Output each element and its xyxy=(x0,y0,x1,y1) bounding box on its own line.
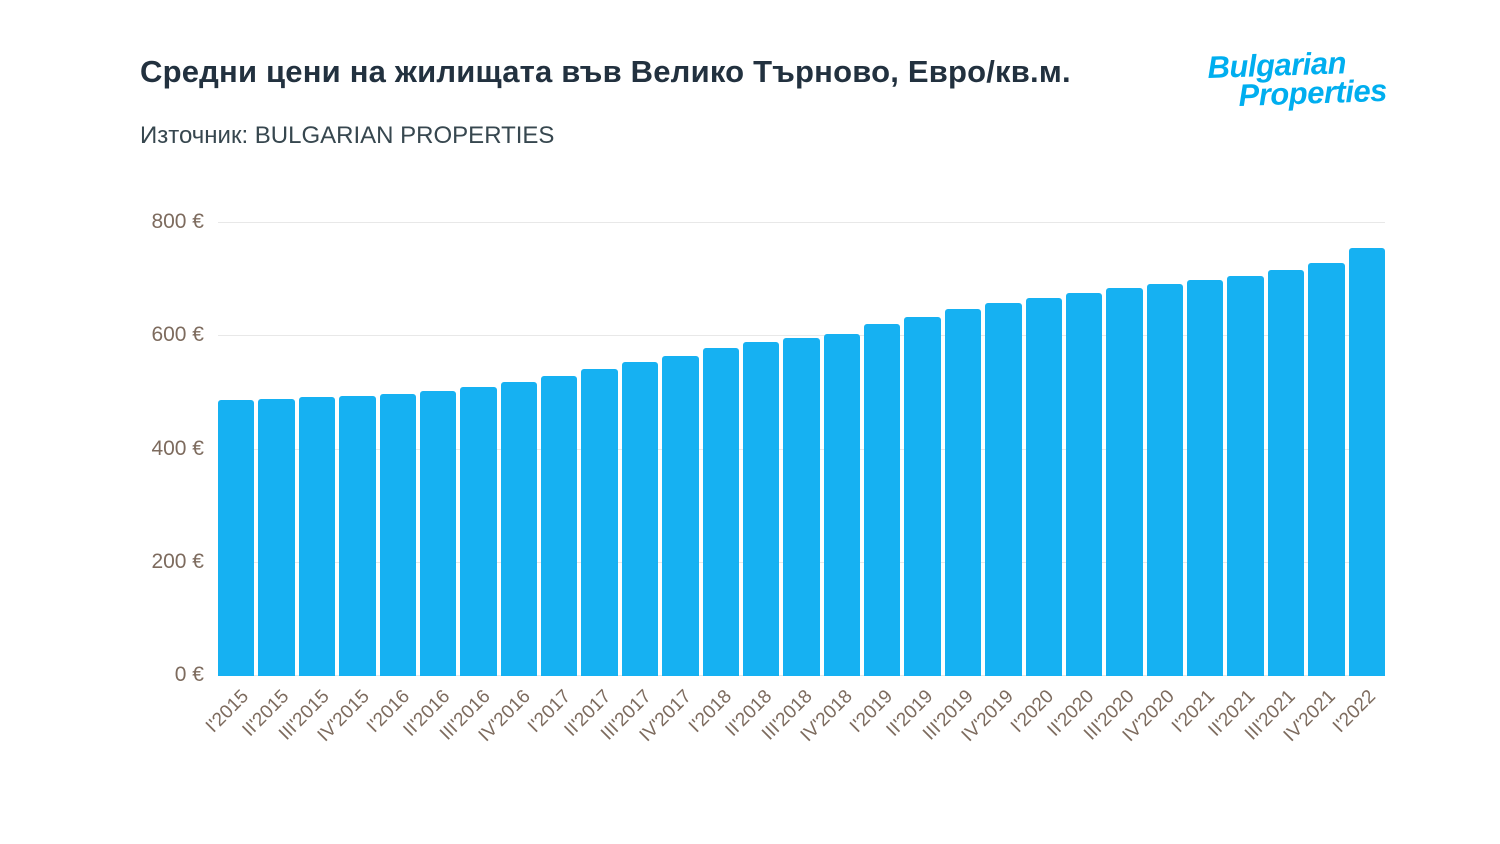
bulgarian-properties-logo: Bulgarian Properties xyxy=(1207,45,1439,113)
bar-IV'2019 xyxy=(985,303,1022,676)
bar-I'2017 xyxy=(541,375,578,676)
bar-IV'2021 xyxy=(1308,262,1345,676)
chart-source: Източник: BULGARIAN PROPERTIES xyxy=(140,122,555,149)
bar-I'2016 xyxy=(379,394,416,676)
y-axis-tick-label: 800 € xyxy=(151,210,204,233)
bar-III'2016 xyxy=(460,387,497,676)
bars-container xyxy=(218,223,1385,676)
logo-line-2: Properties xyxy=(1237,72,1388,113)
bar-I'2020 xyxy=(1025,297,1062,676)
bar-III'2017 xyxy=(621,362,659,676)
bar-II'2018 xyxy=(742,341,780,676)
bar-I'2021 xyxy=(1187,279,1224,676)
bar-II'2016 xyxy=(419,390,457,676)
bar-I'2015 xyxy=(218,400,255,676)
bar-I'2018 xyxy=(702,348,739,676)
y-axis-tick-label: 600 € xyxy=(151,323,204,347)
gridline xyxy=(218,222,1385,223)
bar-I'2022 xyxy=(1348,247,1385,676)
chart-title: Средни цени на жилищата във Велико Търно… xyxy=(140,54,1071,89)
bar-I'2019 xyxy=(864,323,901,676)
bar-III'2019 xyxy=(944,309,982,676)
bar-II'2015 xyxy=(258,398,295,676)
bar-IV'2018 xyxy=(823,334,860,676)
bar-IV'2017 xyxy=(662,355,699,676)
bar-III'2021 xyxy=(1267,270,1305,676)
x-axis-tick-label: I'2022 xyxy=(1328,686,1380,738)
bar-III'2018 xyxy=(783,337,820,676)
bar-IV'2020 xyxy=(1146,284,1183,676)
y-axis: 0 € 200 € 400 € 600 € 800 € xyxy=(0,210,204,686)
x-axis: I'2015 II'2015 III'2015 IV'2015 I'2016 II'201… xyxy=(202,684,1385,794)
bar-II'2021 xyxy=(1227,275,1264,676)
bar-IV'2015 xyxy=(339,396,376,676)
bar-III'2015 xyxy=(298,397,336,676)
bar-II'2019 xyxy=(904,317,941,676)
bar-II'2017 xyxy=(581,368,618,676)
y-axis-tick-label: 400 € xyxy=(151,436,204,460)
bar-IV'2016 xyxy=(500,382,537,676)
plot-area xyxy=(218,222,1385,676)
y-axis-tick-label: 200 € xyxy=(151,549,204,573)
y-axis-tick-label: 0 € xyxy=(174,663,204,686)
bar-III'2020 xyxy=(1106,287,1143,676)
gridline xyxy=(218,335,1385,337)
bar-II'2020 xyxy=(1065,292,1103,676)
